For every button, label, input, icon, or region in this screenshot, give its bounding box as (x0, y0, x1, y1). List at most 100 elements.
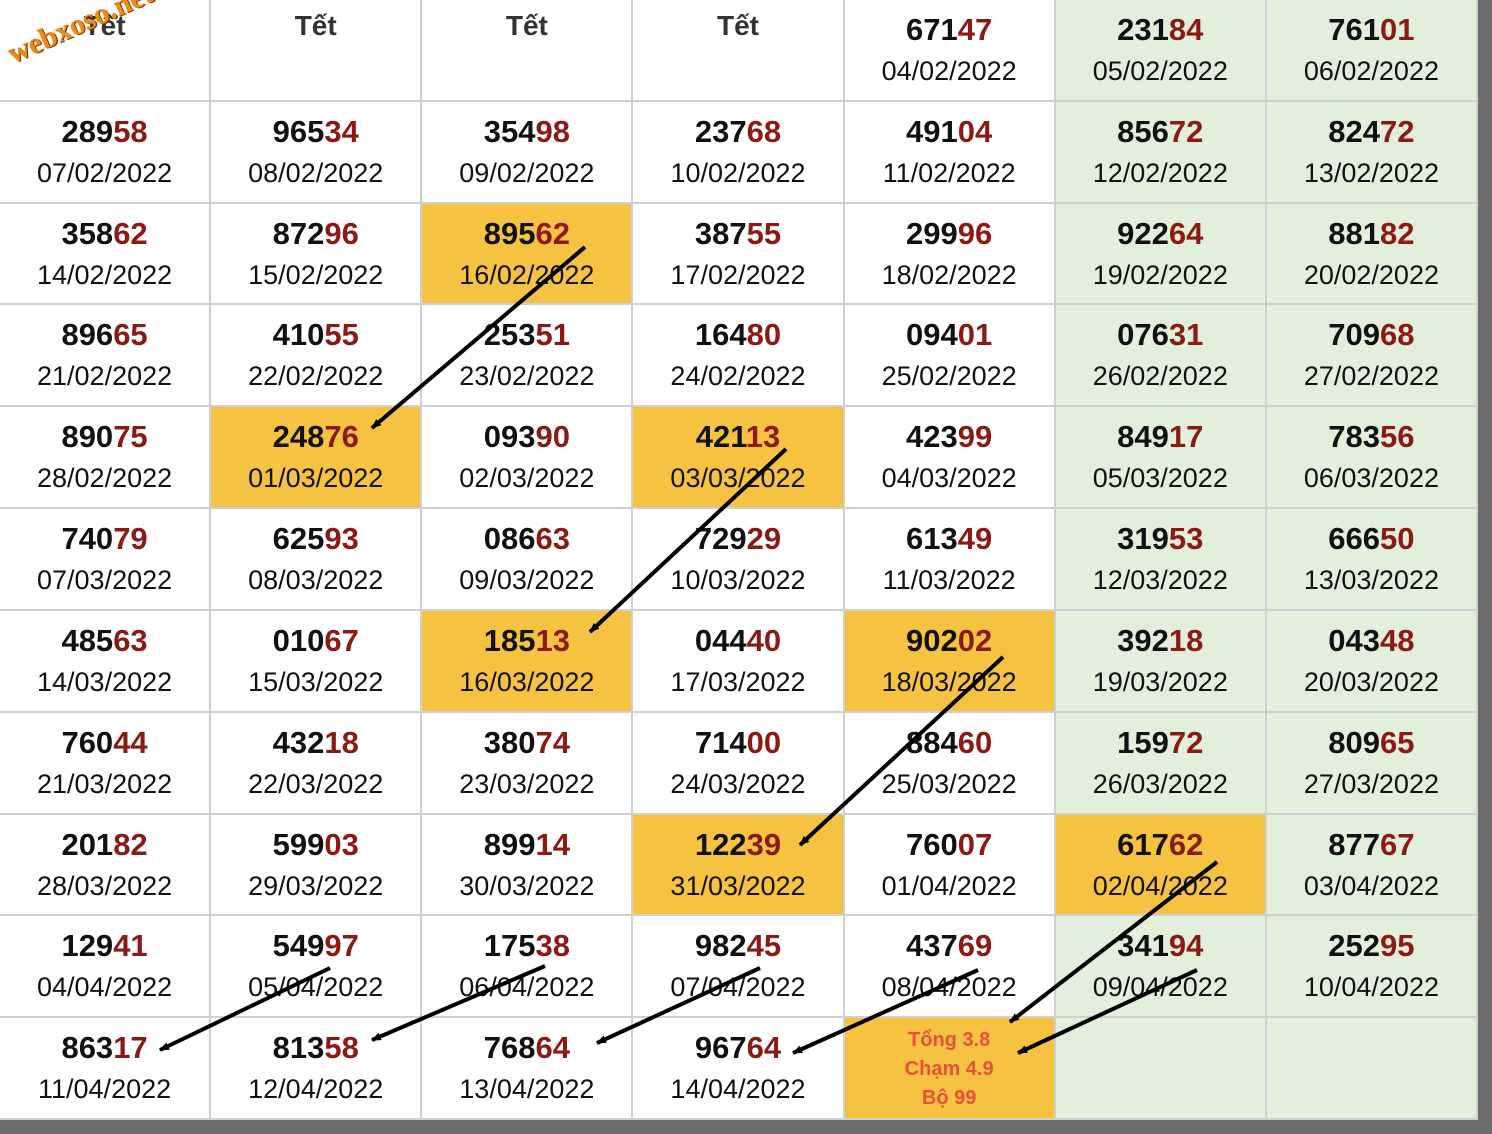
cell: 82472 13/02/2022 (1266, 101, 1478, 204)
number-head: 129 (61, 928, 114, 964)
result-number: 39218 (1056, 623, 1265, 659)
number-tail: 04 (957, 113, 993, 149)
result-number: 35498 (422, 114, 631, 150)
number-tail: 67 (1380, 826, 1415, 862)
result-number: 31953 (1056, 521, 1265, 557)
result-number: 80965 (1267, 725, 1476, 761)
cell: 90202 18/03/2022 (844, 610, 1056, 713)
result-date: 01/04/2022 (881, 870, 1017, 901)
result-number: 89665 (0, 317, 209, 353)
number-head: 010 (272, 622, 325, 658)
result-number: 42399 (845, 419, 1054, 455)
result-number: 62593 (211, 521, 420, 557)
result-number: 87296 (211, 216, 420, 252)
result-date: 14/04/2022 (670, 1074, 806, 1105)
result-number: 81358 (211, 1030, 420, 1066)
result-number: 76101 (1267, 12, 1476, 48)
number-tail: 72 (1168, 113, 1204, 149)
result-number: 20182 (0, 827, 209, 863)
result-number: 76864 (422, 1030, 631, 1066)
result-date: 23/02/2022 (459, 361, 595, 392)
cell: 87296 15/02/2022 (211, 203, 423, 306)
cell: 78356 06/03/2022 (1266, 407, 1478, 510)
result-date: 05/04/2022 (248, 972, 384, 1003)
number-tail: 13 (535, 622, 570, 658)
result-number: 42113 (633, 419, 842, 455)
prediction-note: Tổng 3.8 Chạm 4.9 Bộ 99 (845, 1026, 1054, 1113)
number-tail: 68 (1380, 317, 1415, 353)
number-head: 666 (1328, 521, 1381, 557)
number-head: 671 (906, 12, 958, 47)
number-tail: 63 (535, 521, 570, 557)
number-tail: 65 (1380, 724, 1415, 760)
result-number: 90202 (845, 623, 1054, 659)
number-head: 354 (483, 113, 536, 149)
result-number: 89075 (0, 419, 209, 455)
result-date: 09/04/2022 (1092, 972, 1228, 1003)
number-tail: 62 (1168, 826, 1204, 862)
number-tail: 58 (113, 113, 148, 149)
cell: Tết (422, 0, 634, 102)
result-date: 09/03/2022 (459, 565, 595, 596)
cell: 88182 20/02/2022 (1266, 203, 1478, 306)
cell: 35498 09/02/2022 (422, 101, 634, 204)
result-number: 76044 (0, 725, 209, 761)
number-head: 877 (1328, 826, 1381, 862)
number-tail: 31 (1168, 317, 1204, 353)
number-head: 881 (1328, 215, 1381, 251)
number-head: 709 (1328, 317, 1381, 353)
number-tail: 84 (1168, 12, 1204, 47)
result-number: 71400 (633, 725, 842, 761)
result-date: 12/03/2022 (1092, 565, 1228, 596)
result-date: 17/03/2022 (670, 666, 806, 697)
cell: 89562 16/02/2022 (422, 203, 634, 306)
cell: 38755 17/02/2022 (633, 203, 845, 306)
cell: 71400 24/03/2022 (633, 712, 845, 815)
result-date: 24/02/2022 (670, 361, 806, 392)
result-number: 87767 (1267, 827, 1476, 863)
number-tail: 41 (113, 928, 148, 964)
result-date: 08/03/2022 (248, 565, 384, 596)
note-line: Chạm 4.9 (904, 1058, 994, 1081)
number-tail: 79 (113, 521, 148, 557)
number-tail: 75 (113, 419, 148, 455)
number-tail: 29 (746, 521, 782, 557)
cell: 39218 19/03/2022 (1055, 610, 1267, 713)
cell: 12941 04/04/2022 (0, 916, 212, 1019)
result-number: 96764 (633, 1030, 842, 1066)
number-head: 421 (695, 419, 746, 455)
cell: 76101 06/02/2022 (1266, 0, 1478, 102)
cell: Tổng 3.8 Chạm 4.9 Bộ 99 (844, 1018, 1056, 1120)
result-date: 22/02/2022 (248, 361, 384, 392)
result-date: 15/02/2022 (248, 259, 384, 290)
number-tail: 50 (1380, 521, 1415, 557)
number-tail: 53 (1168, 521, 1204, 557)
cell: 80965 27/03/2022 (1266, 712, 1478, 815)
result-date: 19/02/2022 (1092, 259, 1228, 290)
number-head: 740 (61, 521, 114, 557)
number-tail: 72 (1380, 113, 1415, 149)
header-label: Tết (83, 10, 126, 41)
result-number: 01067 (211, 623, 420, 659)
result-date: 27/02/2022 (1303, 361, 1439, 392)
result-date: 01/03/2022 (248, 463, 384, 494)
number-head: 043 (1328, 622, 1381, 658)
result-number: 61349 (845, 521, 1054, 557)
result-date: 17/02/2022 (670, 259, 806, 290)
number-head: 076 (1117, 317, 1169, 353)
result-date: 06/03/2022 (1303, 463, 1439, 494)
cell: 67147 04/02/2022 (844, 0, 1056, 102)
cell: 41055 22/02/2022 (211, 305, 423, 408)
result-number: 86317 (0, 1030, 209, 1066)
number-head: 856 (1117, 113, 1169, 149)
number-head: 289 (61, 113, 114, 149)
number-tail: 72 (1168, 724, 1204, 760)
number-head: 761 (1328, 12, 1381, 47)
result-date: 08/04/2022 (881, 972, 1017, 1003)
result-number: 88460 (845, 725, 1054, 761)
cell: 31953 12/03/2022 (1055, 509, 1267, 611)
number-tail: 82 (1380, 215, 1415, 251)
result-date: 28/02/2022 (37, 463, 173, 494)
result-date: 23/03/2022 (459, 768, 595, 799)
number-tail: 76 (324, 419, 359, 455)
